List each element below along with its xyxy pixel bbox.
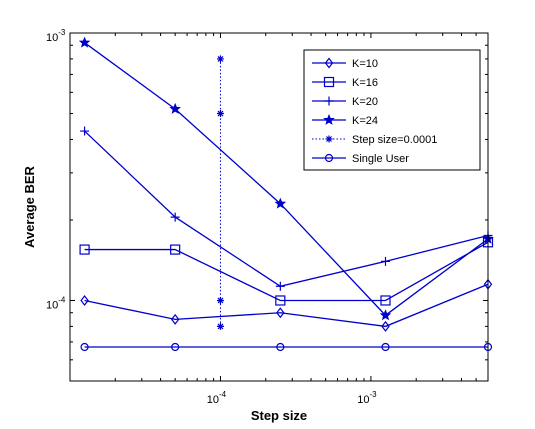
series-line [84, 241, 489, 302]
y-axis-label: Average BER [22, 165, 37, 247]
legend: K=10 K=16 K=20 K=24 Step size=0.0001 Single U… [303, 49, 481, 171]
data-point [170, 313, 180, 325]
legend-label: Single User [352, 153, 409, 165]
series-4 [216, 55, 224, 330]
data-point [276, 307, 285, 319]
data-point [381, 320, 390, 332]
series-line [84, 283, 489, 328]
data-point [170, 212, 180, 222]
y-tick-label: 10-3 [46, 28, 66, 44]
data-point [80, 126, 90, 136]
legend-marker [325, 135, 333, 143]
data-point [216, 322, 224, 330]
legend-marker [324, 153, 334, 163]
data-point [170, 244, 181, 255]
data-point [171, 342, 180, 352]
data-point [216, 110, 224, 118]
legend-marker [323, 76, 335, 88]
x-tick-label: 10-3 [357, 390, 377, 406]
data-point [216, 296, 224, 304]
data-point [78, 36, 91, 48]
data-point [380, 295, 391, 306]
x-axis-label: Step size [251, 408, 307, 423]
data-point [381, 342, 390, 352]
legend-marker [324, 57, 334, 69]
data-point [79, 244, 90, 255]
data-point [276, 342, 285, 352]
legend-label: Step size=0.0001 [352, 134, 437, 146]
data-point [379, 309, 392, 321]
x-tick-label: 10-4 [207, 390, 227, 406]
data-point [275, 295, 286, 306]
legend-label: K=20 [352, 96, 378, 108]
data-point [381, 256, 391, 266]
tick-labels: 10-4 10-3 10-4 10-3 [46, 28, 377, 406]
legend-label: K=16 [352, 77, 378, 89]
legend-box [303, 49, 481, 171]
legend-label: K=24 [352, 115, 378, 127]
data-point [216, 55, 224, 63]
data-point [80, 295, 89, 306]
legend-marker [324, 96, 334, 106]
y-tick-label: 10-4 [46, 295, 66, 311]
series-2 [80, 126, 493, 291]
data-point [275, 281, 285, 291]
data-point [274, 197, 287, 209]
legend-label: K=10 [352, 58, 378, 70]
plot-frame [69, 32, 489, 382]
data-point [169, 102, 181, 114]
legend-marker [323, 113, 335, 125]
data-point [80, 342, 89, 352]
